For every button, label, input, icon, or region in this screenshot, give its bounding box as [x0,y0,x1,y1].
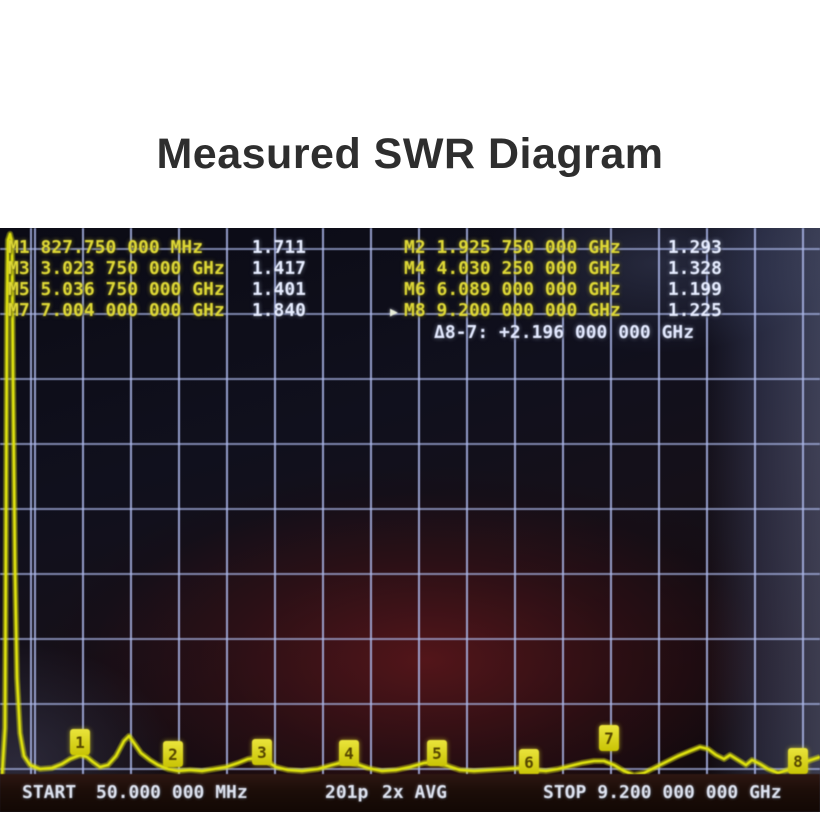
stop-label: STOP [543,782,587,803]
screen-content: M1 827.750 000 MHz 1.711 M3 3.023 750 00… [0,228,820,812]
marker-readout-left: M1 827.750 000 MHz 1.711 M3 3.023 750 00… [8,237,306,321]
marker-swr-value: 1.328 [667,258,722,279]
swr-trace [0,231,820,778]
marker-readout-right: M2 1.925 750 000 GHz 1.293 M4 4.030 250 … [390,237,722,321]
stop-frequency: 9.200 000 000 GHz [597,782,782,803]
marker-row-m3: M3 3.023 750 000 GHz 1.417 [8,258,306,279]
active-marker-arrow-icon: ▶ [390,305,398,320]
start-frequency: 50.000 000 MHz [96,782,248,803]
averaging-setting: 2x AVG [382,782,448,803]
marker-frequency: M1 827.750 000 MHz [8,237,204,258]
marker-frequency: M6 6.089 000 000 GHz [404,279,621,300]
marker-frequency: M2 1.925 750 000 GHz [404,237,621,258]
trace-marker-flag-3: 3 [252,739,272,765]
marker-swr-value: 1.840 [251,300,306,321]
vna-screen-photo: M1 827.750 000 MHz 1.711 M3 3.023 750 00… [0,228,820,812]
graticule-grid [0,228,820,774]
marker-frequency: M3 3.023 750 000 GHz [8,258,225,279]
marker-row-m5: M5 5.036 750 000 GHz 1.401 [8,279,306,300]
marker-row-m6: M6 6.089 000 000 GHz 1.199 [390,279,722,300]
trace-marker-flag-7: 7 [599,725,619,751]
marker-row-m4: M4 4.030 250 000 GHz 1.328 [390,258,722,279]
trace-marker-flag-8: 8 [788,748,808,774]
delta-marker-readout: Δ8-7: +2.196 000 000 GHz [434,322,695,343]
marker-row-m8: ▶ M8 9.200 000 000 GHz 1.225 [390,300,722,321]
trace-marker-flag-4: 4 [339,740,359,766]
start-label: START [22,782,77,803]
marker-swr-value: 1.225 [667,300,722,321]
marker-swr-value: 1.711 [251,237,306,258]
status-bar: START 50.000 000 MHz 201p 2x AVG STOP 9.… [0,774,820,812]
trace-marker-flag-2: 2 [163,741,183,767]
marker-frequency: M4 4.030 250 000 GHz [404,258,621,279]
marker-swr-value: 1.293 [667,237,722,258]
trace-marker-flag-6: 6 [519,749,539,775]
marker-row-m1: M1 827.750 000 MHz 1.711 [8,237,306,258]
marker-row-m2: M2 1.925 750 000 GHz 1.293 [390,237,722,258]
marker-frequency: M8 9.200 000 000 GHz [404,300,621,321]
trace-marker-flag-5: 5 [427,740,447,766]
trace-marker-flag-1: 1 [70,729,90,755]
marker-row-m7: M7 7.004 000 000 GHz 1.840 [8,300,306,321]
marker-swr-value: 1.417 [251,258,306,279]
marker-swr-value: 1.401 [251,279,306,300]
stop-frequency-group: STOP 9.200 000 000 GHz [543,782,782,803]
marker-swr-value: 1.199 [667,279,722,300]
sweep-points: 201p [325,782,369,803]
page-title: Measured SWR Diagram [156,130,664,178]
marker-frequency: M5 5.036 750 000 GHz [8,279,225,300]
marker-frequency: M7 7.004 000 000 GHz [8,300,225,321]
